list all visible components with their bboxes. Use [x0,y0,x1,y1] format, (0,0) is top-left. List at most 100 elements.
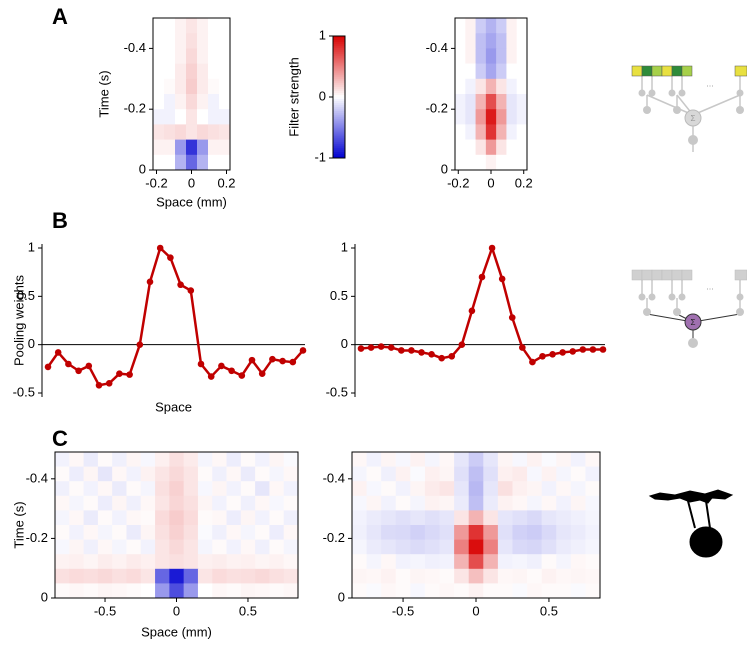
heatmap-cell [219,94,231,110]
heatmap-cell [240,554,256,570]
point [377,343,385,350]
heatmap-cell [226,452,242,468]
heatmap-cell [140,466,156,482]
heatmap-cell [140,554,156,570]
heatmap-cell [366,583,382,599]
heatmap-cell [219,139,231,156]
heatmap-cell [541,525,557,541]
x-tick-label: -0.5 [392,603,414,618]
heatmap-cell [240,539,256,555]
heatmap-cell [175,48,187,65]
heatmap-cell [352,539,368,555]
y-tick-label: -0.2 [124,101,146,116]
point [408,347,415,354]
heatmap-cell [69,466,85,482]
heatmap-cell [69,495,85,511]
point [116,370,123,377]
heatmap-cell [512,583,528,599]
y-tick-label: 0.5 [330,288,348,303]
point [269,355,276,363]
point [599,346,607,353]
heatmap-cell [496,124,507,141]
heatmap-cell [169,452,185,468]
heatmap-cell [83,583,99,599]
heatmap-cell [381,525,397,541]
heatmap-cell [269,452,285,468]
heatmap-cell [483,481,499,497]
y-tick-label: -0.4 [323,470,345,485]
neuron-silhouette [648,489,734,558]
colorbar-swatch [333,46,345,49]
heatmap-cell [269,568,285,584]
heatmap-cell [153,94,165,110]
heatmap-cell [512,554,528,570]
heatmap-cell [208,63,220,80]
heatmap-cell [570,466,586,482]
heatmap-cell [454,481,470,497]
colorbar-swatch [333,76,345,80]
heatmap-cell [97,539,113,555]
heatmap-cell [226,525,242,541]
heatmap-cell [454,568,470,584]
heatmap-cell [585,495,601,511]
heatmap-cell [175,78,187,95]
colorbar-swatch [333,123,345,126]
heatmap-cell [570,525,586,541]
heatmap-cell [366,554,382,570]
heatmap-cell [175,94,187,110]
heatmap-cell [183,452,199,468]
point [508,314,516,321]
heatmap-cell [226,481,242,497]
heatmap-cell [454,466,470,482]
heatmap-cell [454,583,470,599]
heatmap-cell [212,510,228,526]
colorbar-swatch [333,97,345,100]
heatmap-cell [485,154,497,171]
heatmap-cell [395,539,411,555]
heatmap-cell [527,481,543,497]
heatmap-cell [381,481,397,497]
heatmap-cell [97,525,113,541]
heatmap-cell [164,48,176,65]
heatmap-cell [186,94,198,110]
heatmap-cell [197,48,209,65]
heatmap-cell [454,510,470,526]
point [438,354,445,362]
heatmap-cell [83,568,99,584]
heatmap-cell [585,568,601,584]
heatmap-cell [541,510,557,526]
heatmap-cell [219,124,231,141]
heatmap-cell [55,481,70,497]
heatmap-cell [381,568,397,584]
point [387,344,395,351]
colorbar-label: Filter strength [286,57,301,136]
heatmap-cell [83,539,99,555]
heatmap-cell [541,568,557,584]
point [478,273,486,281]
point [187,287,195,294]
heatmap-cell [183,466,199,482]
colorbar-swatch [333,113,345,116]
heatmap-cell [516,109,528,125]
heatmap-cell [455,48,466,65]
heatmap-cell [475,139,487,156]
heatmap-cell [155,481,170,497]
heatmap-cell [140,583,156,599]
heatmap-cell [140,539,156,555]
heatmap-cell [483,466,499,482]
heatmap-cell [424,568,441,584]
heatmap-cell [506,33,518,49]
heatmap-cell [283,495,299,511]
y-tick-label: -0.4 [26,470,48,485]
point [177,281,184,289]
heatmap-cell [366,510,382,526]
heatmap-cell [570,554,586,570]
heatmap-cell [183,495,199,511]
heatmap-cell [183,568,199,584]
heatmap-cell [175,124,187,141]
heatmap-cell [186,48,198,65]
heatmap-cell [155,554,170,570]
heatmap-cell [475,124,487,141]
heatmap-cell [468,568,484,584]
colorbar-swatch [333,145,345,149]
